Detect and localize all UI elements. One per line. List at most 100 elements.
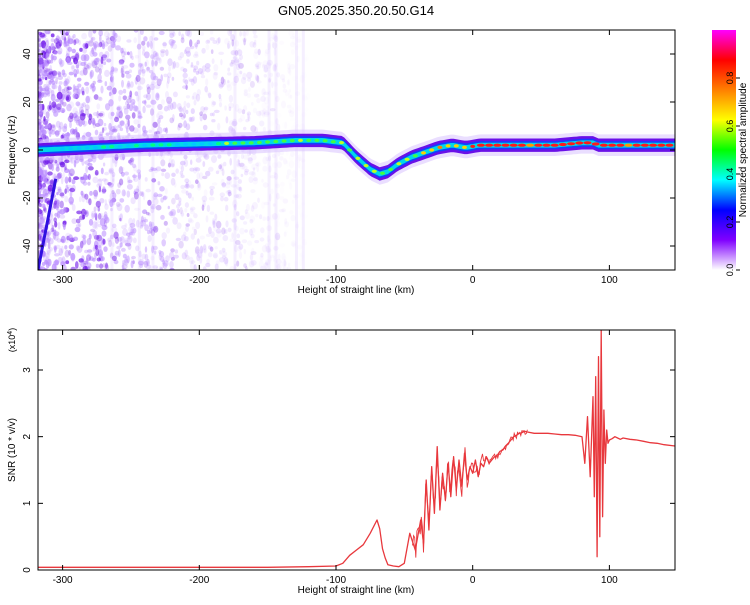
noise-speck xyxy=(275,264,281,269)
noise-speck xyxy=(133,30,139,33)
noise-speck xyxy=(116,203,123,212)
noise-speck xyxy=(80,109,84,114)
noise-speck xyxy=(76,91,80,99)
noise-speck xyxy=(157,103,163,111)
noise-speck xyxy=(38,112,41,116)
noise-speck xyxy=(59,192,65,197)
noise-speck xyxy=(133,119,139,125)
noise-speck xyxy=(40,126,46,134)
noise-speck xyxy=(118,89,124,95)
noise-speck xyxy=(80,103,84,108)
noise-speck xyxy=(273,246,279,251)
noise-speck xyxy=(148,221,153,228)
noise-speck xyxy=(141,209,148,214)
noise-speck xyxy=(185,225,189,232)
noise-speck xyxy=(189,45,195,50)
noise-speck xyxy=(218,93,222,99)
noise-speck xyxy=(121,264,128,269)
noise-speck xyxy=(47,171,53,176)
noise-speck xyxy=(63,87,69,92)
noise-speck xyxy=(188,77,191,82)
noise-speck xyxy=(132,237,137,244)
noise-speck xyxy=(96,257,102,262)
noise-speck xyxy=(55,77,58,85)
noise-speck xyxy=(191,95,195,100)
colorbar-ticks: 0.00.20.40.60.8 xyxy=(725,72,740,276)
noise-speck xyxy=(66,55,72,63)
noise-speck xyxy=(219,192,225,198)
noise-speck xyxy=(38,82,41,89)
noise-speck xyxy=(268,155,272,162)
noise-speck xyxy=(172,91,178,98)
noise-speck xyxy=(129,222,136,228)
noise-speck xyxy=(180,184,185,190)
noise-speck xyxy=(102,263,106,268)
noise-speck xyxy=(38,117,43,121)
noise-speck xyxy=(240,153,245,160)
noise-speck xyxy=(228,106,232,111)
noise-speck xyxy=(289,94,293,99)
noise-speck xyxy=(57,47,63,55)
noise-speck xyxy=(151,221,155,230)
noise-speck xyxy=(206,204,211,212)
noise-speck xyxy=(119,213,123,220)
noise-speck xyxy=(69,121,72,129)
noise-speck xyxy=(113,157,119,164)
noise-speck xyxy=(97,73,102,82)
noise-speck xyxy=(41,183,45,190)
noise-speck xyxy=(235,180,239,189)
noise-speck xyxy=(241,239,248,244)
noise-speck xyxy=(57,75,63,80)
noise-speck xyxy=(178,240,184,249)
noise-speck xyxy=(292,200,295,204)
noise-speck xyxy=(124,237,129,245)
noise-speck xyxy=(196,39,200,45)
noise-speck xyxy=(276,263,282,270)
noise-speck xyxy=(158,250,162,254)
noise-speck xyxy=(126,255,130,264)
noise-speck xyxy=(212,220,216,228)
noise-speck xyxy=(193,264,197,270)
noise-speck xyxy=(101,224,108,231)
noise-speck xyxy=(112,87,117,95)
noise-speck xyxy=(88,113,93,121)
noise-speck xyxy=(272,213,278,220)
noise-speck xyxy=(223,78,226,86)
noise-speck xyxy=(154,250,157,255)
noise-speck xyxy=(265,62,272,69)
noise-speck xyxy=(150,228,156,237)
noise-speck xyxy=(269,256,273,262)
noise-speck xyxy=(119,214,123,222)
noise-speck xyxy=(143,218,148,223)
noise-speck xyxy=(143,94,149,99)
noise-speck xyxy=(78,118,83,127)
snr-xtick-label: -100 xyxy=(326,575,346,586)
noise-speck xyxy=(126,183,133,190)
noise-speck xyxy=(239,70,243,75)
noise-speck xyxy=(124,171,129,176)
noise-speck xyxy=(87,252,92,258)
noise-speck xyxy=(238,118,243,123)
noise-speck xyxy=(264,243,269,250)
noise-speck xyxy=(59,99,63,105)
noise-speck xyxy=(274,63,279,68)
noise-speck xyxy=(67,38,74,45)
noise-speck xyxy=(134,77,138,85)
noise-speck xyxy=(103,31,110,38)
snr-line xyxy=(38,330,675,568)
noise-speck xyxy=(232,118,238,127)
noise-speck xyxy=(129,125,135,132)
noise-speck xyxy=(287,262,291,267)
noise-speck xyxy=(54,98,60,103)
noise-speck xyxy=(76,245,83,253)
noise-speck xyxy=(153,225,159,233)
noise-speck xyxy=(165,255,170,262)
noise-speck xyxy=(224,38,230,45)
noise-speck xyxy=(153,37,159,41)
noise-speck xyxy=(63,206,67,214)
noise-speck xyxy=(87,266,91,270)
noise-speck xyxy=(96,219,100,224)
noise-speck xyxy=(199,245,204,254)
noise-speck xyxy=(75,224,81,228)
noise-speck xyxy=(38,182,43,189)
